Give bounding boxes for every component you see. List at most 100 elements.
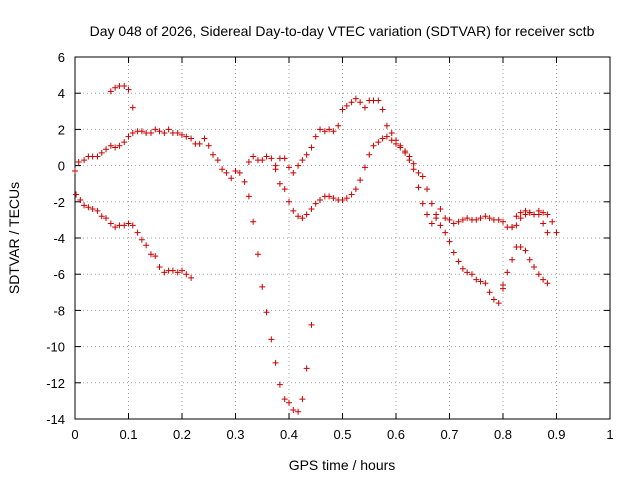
data-point-marker: [330, 195, 337, 202]
data-point-marker: [348, 191, 355, 198]
data-point-marker: [276, 381, 283, 388]
series-track-H: [509, 207, 533, 231]
data-point-marker: [308, 144, 315, 151]
data-point-marker: [522, 247, 529, 254]
data-point-marker: [152, 253, 159, 260]
x-tick-label: 0.8: [494, 427, 512, 442]
data-point-marker: [504, 269, 511, 276]
data-point-marker: [424, 186, 431, 193]
data-point-marker: [286, 164, 292, 171]
data-point-marker: [281, 396, 288, 403]
data-point-marker: [129, 222, 136, 229]
data-point-marker: [531, 211, 538, 218]
data-point-marker: [455, 218, 462, 225]
data-point-marker: [174, 269, 181, 276]
data-point-marker: [107, 142, 114, 149]
data-point-marker: [388, 130, 395, 137]
data-point-marker: [94, 207, 101, 214]
data-point-marker: [326, 126, 333, 133]
data-point-marker: [482, 280, 489, 287]
data-point-marker: [321, 128, 328, 135]
data-point-marker: [383, 133, 390, 140]
data-point-marker: [540, 220, 547, 227]
data-point-marker: [522, 207, 529, 214]
data-point-marker: [415, 184, 422, 191]
data-point-marker: [147, 130, 154, 137]
data-point-marker: [281, 155, 288, 162]
data-point-marker: [393, 137, 399, 144]
data-point-marker: [517, 244, 524, 251]
data-point-marker: [308, 321, 315, 328]
data-point-marker: [299, 215, 306, 222]
data-point-marker: [254, 251, 261, 258]
x-tick-label: 0.7: [440, 427, 458, 442]
data-point-marker: [361, 164, 368, 171]
data-point-marker: [236, 169, 243, 176]
data-point-marker: [112, 144, 119, 151]
y-tick-label: -4: [53, 231, 65, 246]
data-point-marker: [500, 282, 506, 289]
data-point-marker: [303, 365, 310, 372]
x-tick-label: 0.2: [173, 427, 191, 442]
data-point-marker: [366, 151, 373, 158]
data-point-marker: [281, 186, 288, 193]
data-point-marker: [406, 157, 413, 164]
data-point-marker: [517, 209, 524, 216]
data-point-marker: [103, 146, 110, 153]
data-point-marker: [196, 140, 203, 147]
data-point-marker: [486, 215, 493, 222]
data-point-marker: [268, 336, 275, 343]
data-point-marker: [540, 209, 547, 216]
data-point-marker: [129, 130, 136, 137]
data-point-marker: [549, 218, 556, 225]
data-point-marker: [125, 220, 132, 227]
data-point-marker: [410, 160, 417, 167]
data-point-marker: [433, 215, 440, 222]
data-point-marker: [477, 215, 484, 222]
x-tick-labels: 0 0.1 0.2 0.3 0.4 0.5 0.6 0.7 0.8 0.9 1: [71, 427, 613, 442]
data-point-marker: [450, 220, 457, 227]
series-track-B: [73, 191, 195, 281]
data-point-marker: [544, 211, 551, 218]
data-point-marker: [250, 153, 257, 160]
data-point-marker: [174, 130, 181, 137]
data-point-marker: [343, 102, 350, 109]
data-point-marker: [125, 133, 132, 140]
data-point-marker: [272, 162, 279, 169]
data-point-marker: [295, 213, 302, 220]
data-point-marker: [72, 168, 78, 175]
data-point-marker: [383, 122, 390, 129]
data-point-marker: [339, 196, 346, 203]
x-tick-label: 0.1: [119, 427, 137, 442]
data-point-marker: [129, 104, 136, 111]
data-point-marker: [348, 99, 355, 106]
data-point-marker: [357, 177, 364, 184]
y-tick-label: -12: [46, 376, 65, 391]
data-point-marker: [112, 224, 119, 231]
data-point-marker: [290, 169, 297, 176]
y-tick-label: 6: [58, 50, 65, 65]
data-point-marker: [161, 130, 168, 137]
data-point-marker: [103, 215, 110, 222]
y-tick-label: -2: [53, 195, 65, 210]
series-track-A: [72, 126, 315, 415]
y-tick-label: 0: [58, 159, 65, 174]
data-point-marker: [312, 133, 319, 140]
series-track-F: [500, 244, 551, 289]
data-point-marker: [473, 276, 480, 283]
x-tick-label: 1: [606, 427, 613, 442]
data-point-marker: [147, 251, 154, 258]
data-point-marker: [312, 200, 319, 207]
data-point-marker: [326, 193, 333, 200]
x-tick-label: 0: [71, 427, 78, 442]
data-point-marker: [335, 122, 342, 129]
data-point-marker: [410, 166, 417, 173]
data-point-marker: [509, 224, 516, 231]
data-point-marker: [134, 229, 141, 236]
data-point-marker: [286, 198, 292, 205]
data-point-marker: [107, 220, 114, 227]
data-point-marker: [526, 209, 533, 216]
data-point-marker: [188, 135, 195, 142]
data-point-marker: [379, 135, 386, 142]
data-point-marker: [477, 278, 484, 285]
